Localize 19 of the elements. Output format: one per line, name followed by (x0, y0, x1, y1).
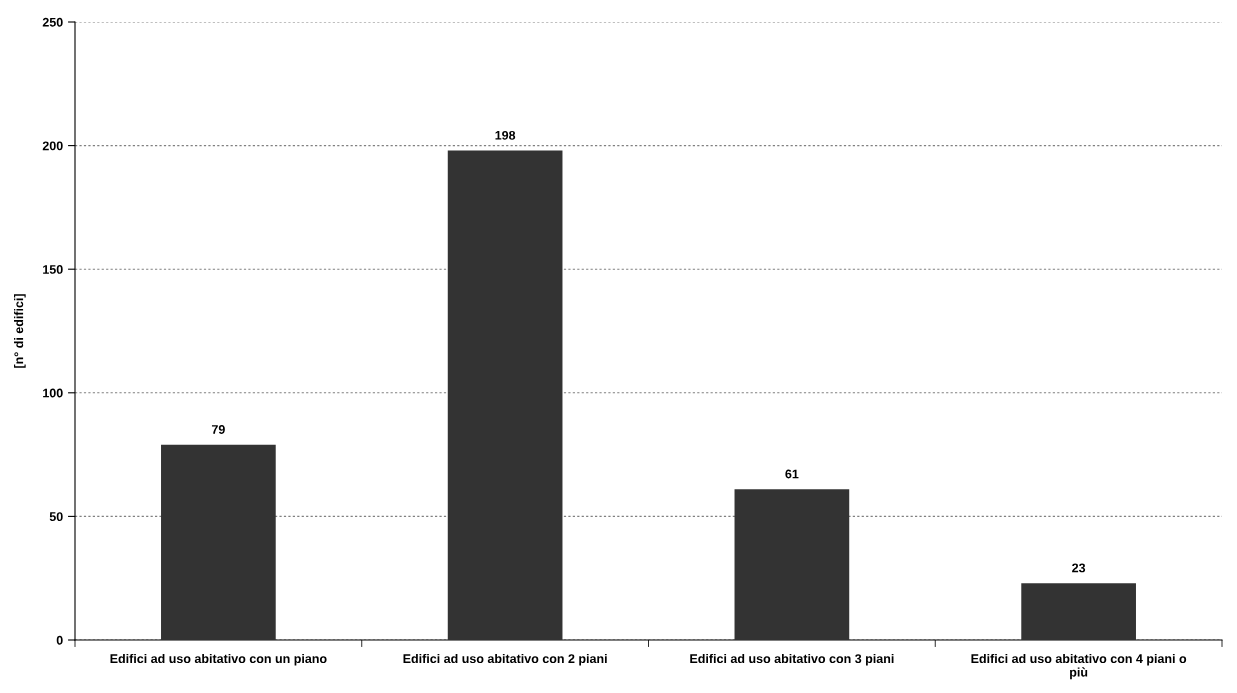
data-label: 79 (211, 425, 225, 434)
y-tick-label: 0 (56, 635, 63, 645)
data-label: 23 (1072, 563, 1086, 573)
bar (1021, 583, 1136, 640)
data-label: 61 (785, 469, 799, 479)
bar (447, 150, 563, 640)
y-tick-label: 100 (43, 388, 63, 398)
x-tick-label: Edifici ad uso abitativo con 2 piani (403, 653, 607, 666)
bar (734, 489, 850, 640)
data-label: 198 (495, 130, 516, 140)
x-tick-label: Edifici ad uso abitativo con un piano (110, 653, 327, 666)
y-tick-label: 50 (49, 512, 63, 522)
x-tick-label: Edifici ad uso abitativo con 4 piani o più (971, 653, 1187, 680)
y-tick-label: 150 (43, 265, 63, 274)
y-tick-label: 200 (42, 141, 63, 151)
x-tick-label: Edifici ad uso abitativo con 3 piani (690, 653, 894, 666)
y-tick-label: 250 (42, 17, 63, 27)
bar (161, 444, 276, 640)
y-axis-title: [n° di edifici] (14, 294, 26, 368)
